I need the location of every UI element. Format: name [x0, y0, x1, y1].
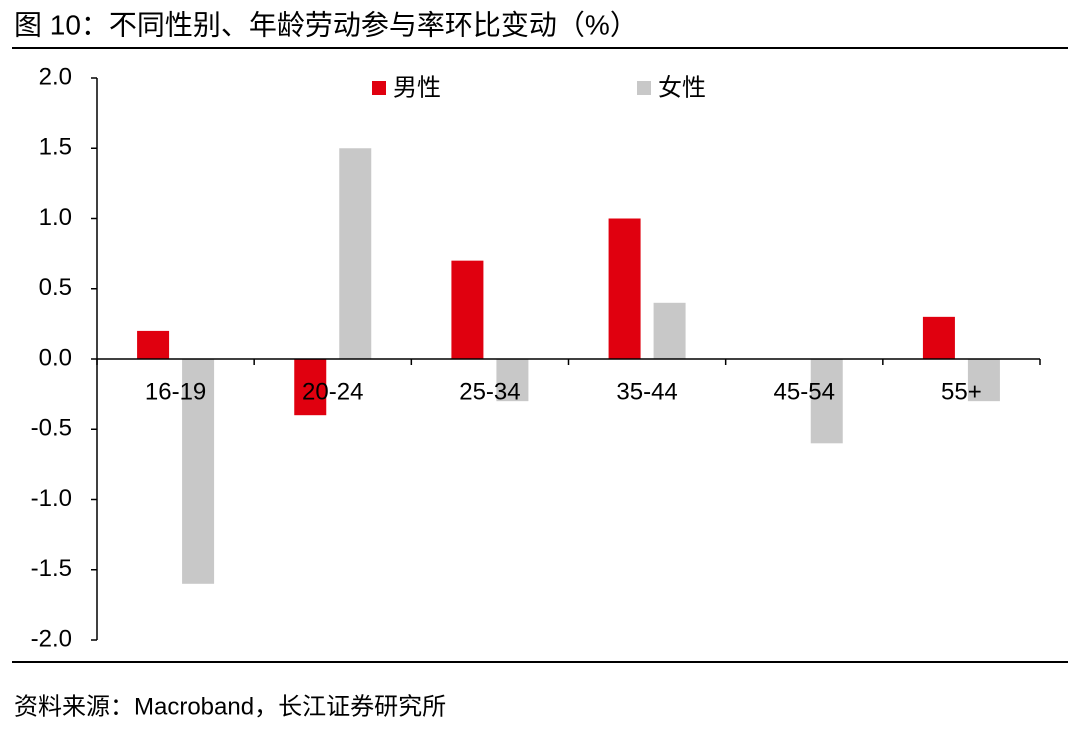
- x-tick-label: 55+: [941, 378, 982, 405]
- bar: [967, 359, 1000, 402]
- bar: [182, 359, 215, 584]
- bar: [496, 359, 529, 402]
- bar: [294, 359, 327, 416]
- bar: [922, 316, 955, 359]
- y-tick-label: 1.5: [39, 134, 72, 161]
- x-tick-label: 20-24: [302, 378, 363, 405]
- y-tick-label: 1.0: [39, 204, 72, 231]
- x-tick-label: 45-54: [774, 378, 835, 405]
- legend-swatch: [372, 81, 386, 95]
- legend-label: 男性: [393, 74, 441, 101]
- y-tick-label: -1.0: [31, 485, 72, 512]
- y-tick-label: -2.0: [31, 625, 72, 652]
- bar: [137, 330, 170, 359]
- x-tick-label: 16-19: [145, 378, 206, 405]
- bar: [608, 218, 641, 359]
- y-tick-label: -1.5: [31, 555, 72, 582]
- y-tick-label: 0.0: [39, 344, 72, 371]
- legend-label: 女性: [658, 74, 706, 101]
- bar: [451, 260, 484, 359]
- x-tick-label: 25-34: [459, 378, 520, 405]
- bar: [339, 148, 372, 359]
- chart-title: 图 10：不同性别、年龄劳动参与率环比变动（%）: [14, 9, 638, 40]
- y-tick-label: 0.5: [39, 274, 72, 301]
- y-tick-label: -0.5: [31, 415, 72, 442]
- y-tick-label: 2.0: [39, 63, 72, 90]
- source-note: 资料来源：Macroband，长江证券研究所: [14, 693, 446, 720]
- legend-swatch: [637, 81, 651, 95]
- x-tick-label: 35-44: [616, 378, 677, 405]
- bar: [810, 359, 843, 444]
- bar: [653, 302, 686, 359]
